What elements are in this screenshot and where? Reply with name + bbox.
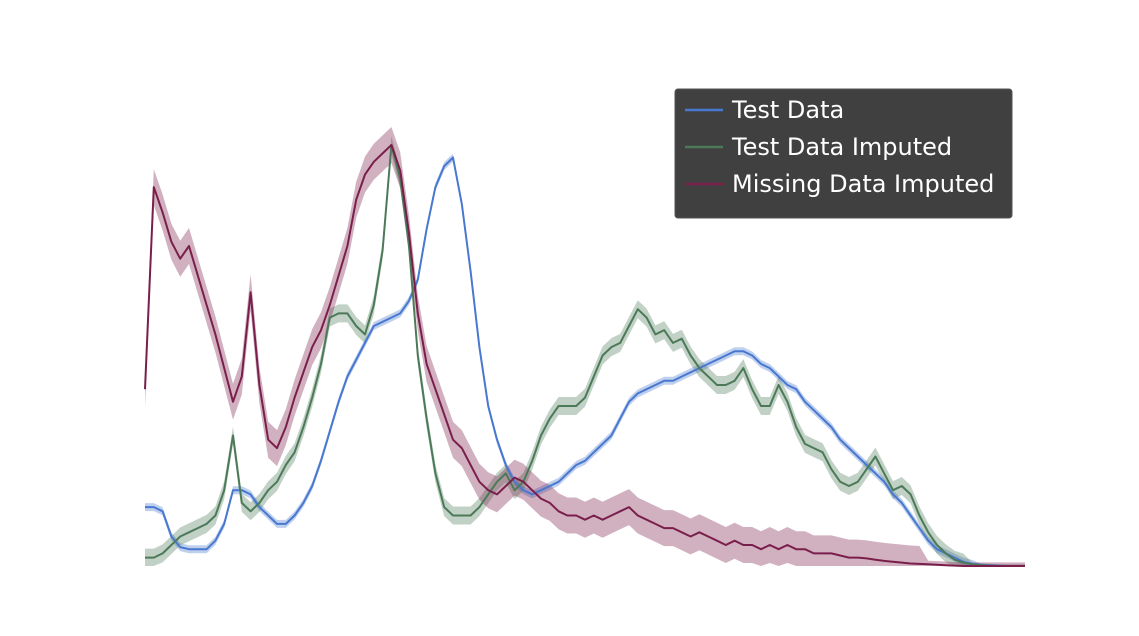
band-missing-data-imputed — [145, 127, 1025, 566]
confidence-bands — [145, 127, 1025, 566]
legend-label-test-data-imputed: Test Data Imputed — [731, 133, 952, 161]
legend: Test Data Test Data Imputed Missing Data I… — [674, 88, 1013, 219]
line-missing-data-imputed — [144, 144, 1025, 567]
legend-background — [674, 88, 1013, 219]
legend-label-missing-data-imputed: Missing Data Imputed — [732, 170, 994, 198]
legend-label-test-data: Test Data — [731, 96, 844, 124]
line-test-data-imputed — [145, 144, 1025, 567]
line-test-data — [145, 156, 1025, 567]
series-lines — [144, 144, 1025, 567]
